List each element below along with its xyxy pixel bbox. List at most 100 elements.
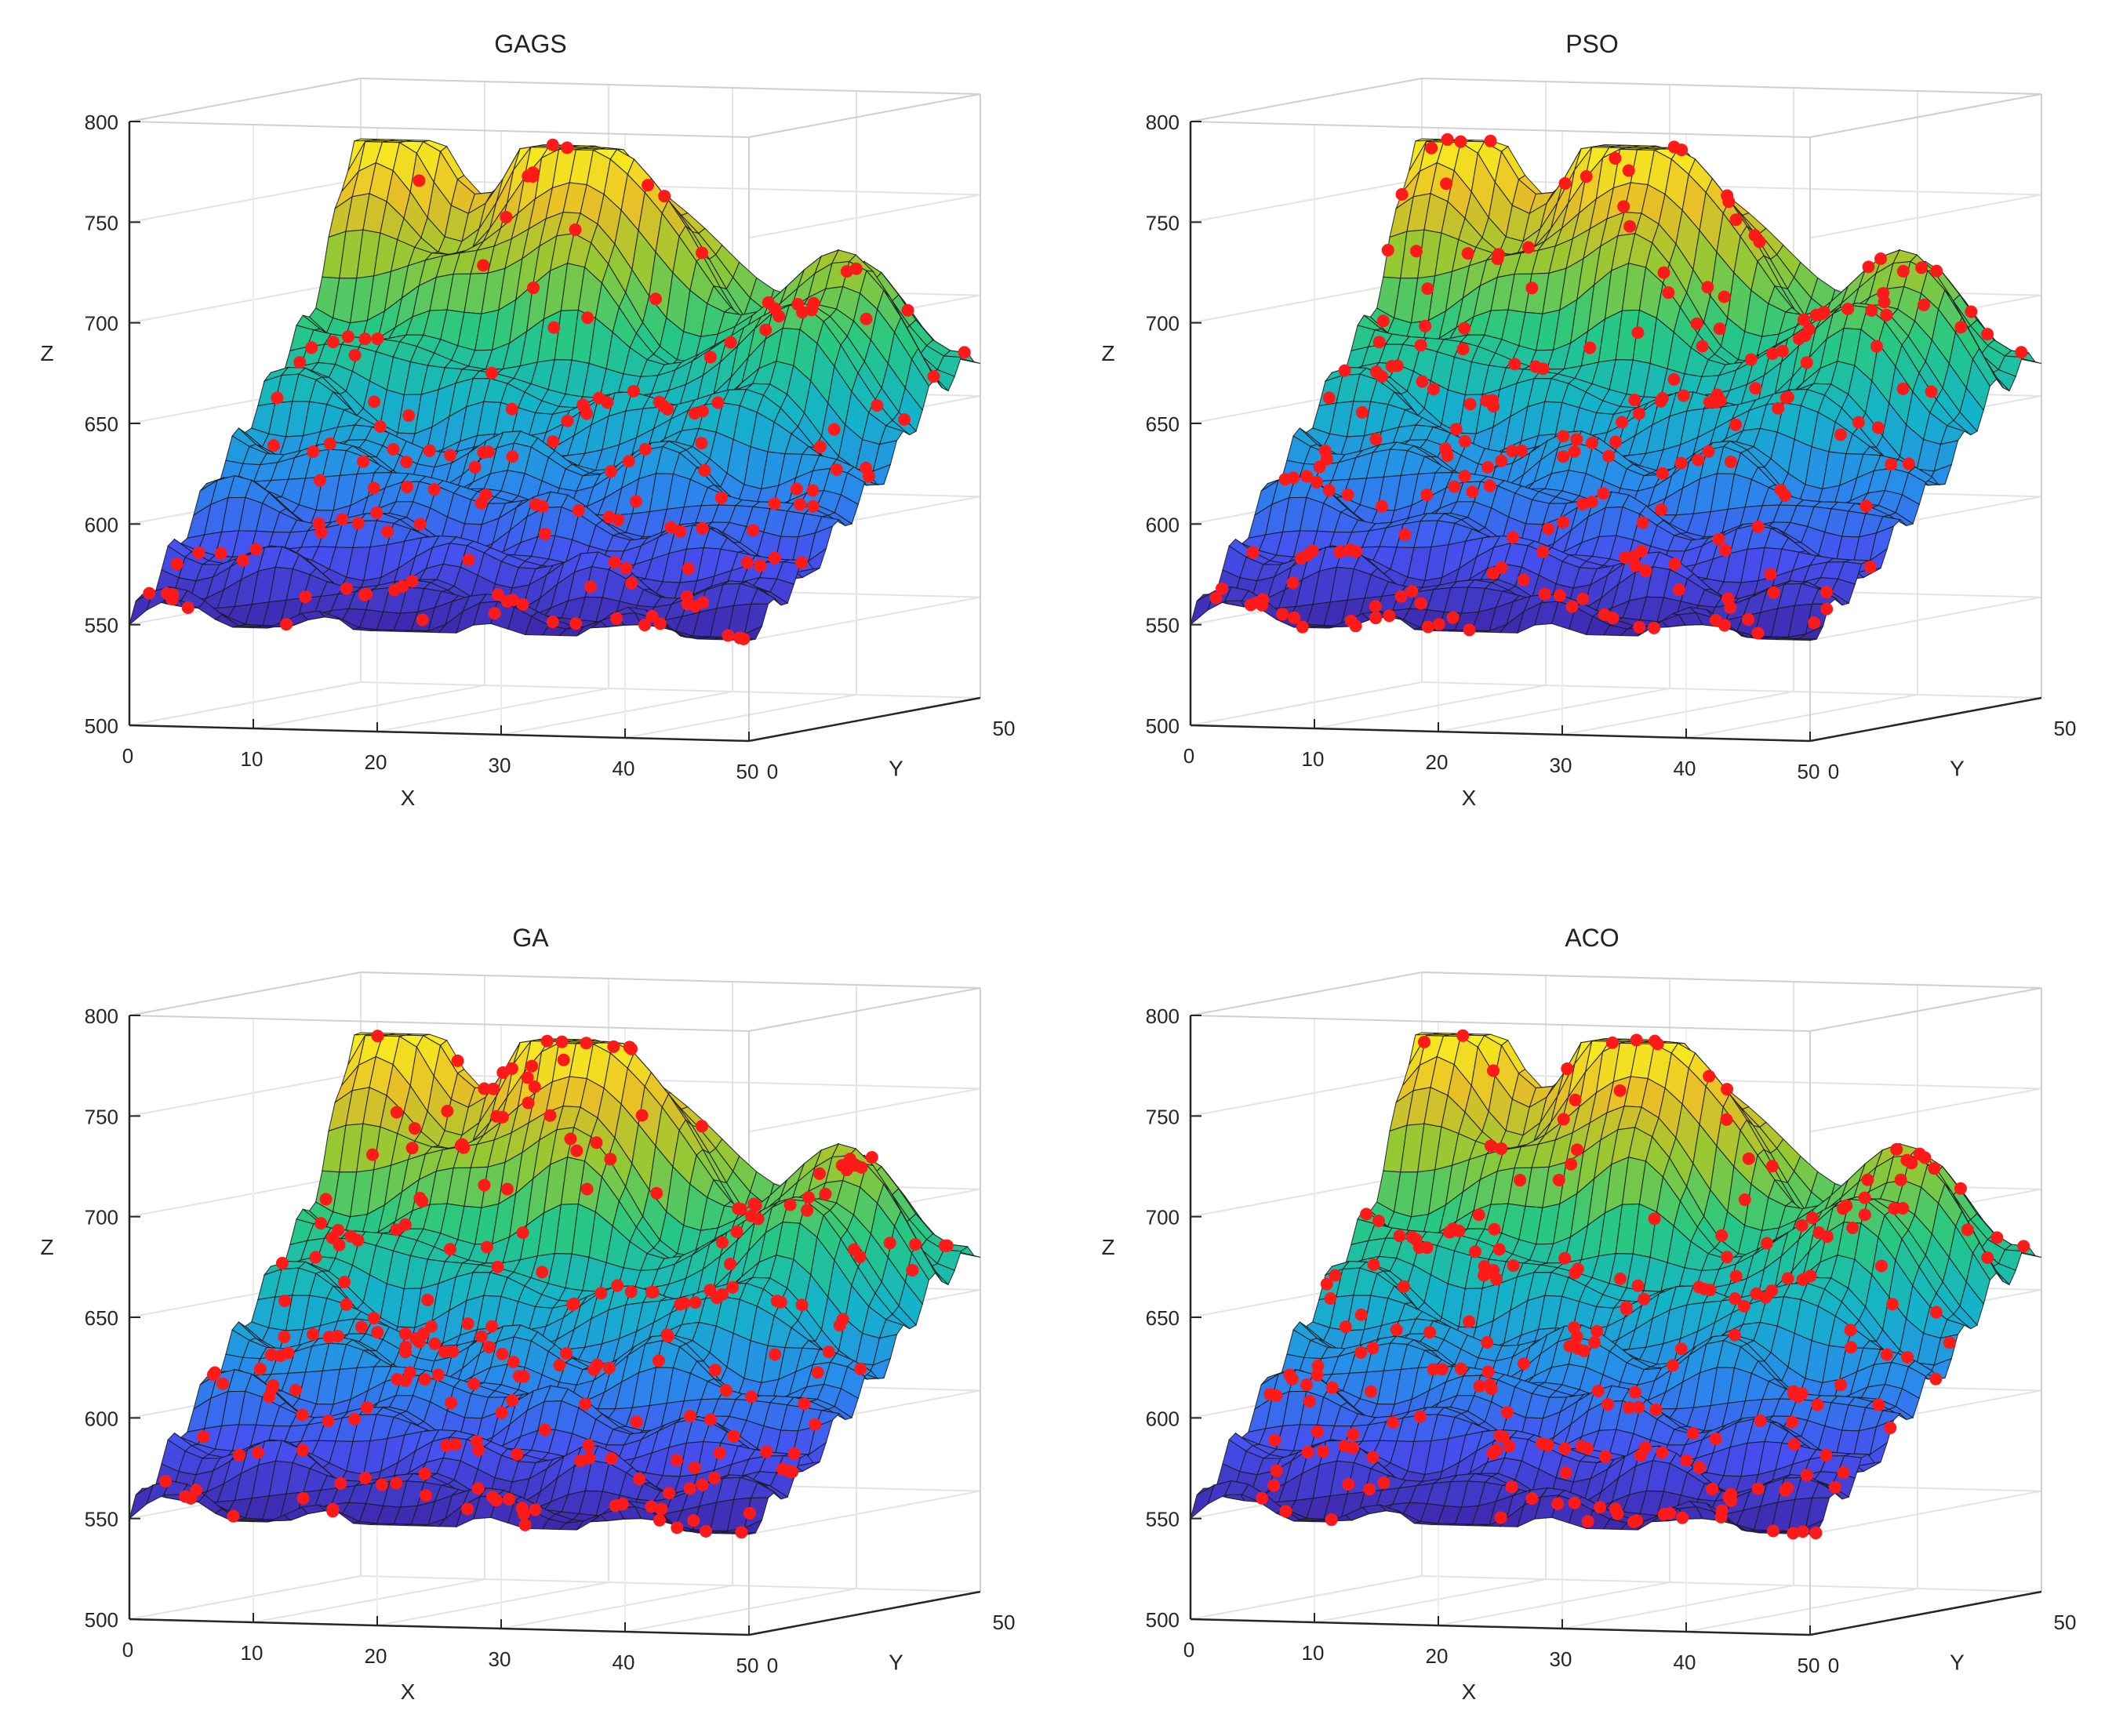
- sample-point: [496, 1347, 509, 1360]
- sample-point: [1718, 290, 1731, 303]
- sample-point: [629, 495, 642, 508]
- grid-line: [253, 1578, 485, 1623]
- sample-point: [525, 1059, 539, 1073]
- sample-point: [271, 391, 284, 405]
- sample-point: [724, 336, 737, 349]
- sample-point: [1647, 621, 1660, 634]
- sample-point: [1667, 372, 1681, 386]
- sample-point: [1696, 340, 1709, 353]
- sample-point: [1930, 264, 1943, 278]
- sample-point: [181, 601, 194, 614]
- sample-point: [1817, 306, 1830, 319]
- sample-point: [660, 1328, 674, 1342]
- sample-point: [608, 555, 621, 568]
- sample-point: [1414, 339, 1427, 352]
- sample-point: [1557, 516, 1570, 529]
- sample-point: [491, 588, 504, 601]
- grid-line: [1561, 691, 1794, 735]
- sample-point: [1343, 543, 1356, 557]
- sample-point: [461, 1502, 474, 1516]
- sample-point: [296, 1491, 310, 1505]
- grid-line: [1809, 194, 2042, 239]
- z-axis-label: Z: [1101, 341, 1114, 365]
- x-axis-label: X: [401, 1680, 416, 1704]
- y-tick-label: 0: [767, 760, 778, 783]
- sample-point: [1751, 520, 1765, 533]
- sample-point: [1896, 382, 1910, 395]
- sample-point: [319, 1193, 333, 1206]
- sample-point: [1369, 600, 1382, 613]
- sample-point: [1655, 503, 1668, 516]
- surface: [129, 1032, 981, 1535]
- x-axis-line: [129, 724, 750, 743]
- sample-point: [1394, 590, 1408, 603]
- sample-point: [1276, 608, 1289, 621]
- sample-point: [1372, 336, 1386, 349]
- sample-point: [416, 1194, 429, 1208]
- sample-point: [546, 616, 559, 629]
- sample-point: [849, 262, 863, 275]
- sample-point: [478, 1179, 491, 1192]
- grid-line: [1809, 1088, 2042, 1133]
- sample-point: [1772, 401, 1785, 415]
- sample-point: [633, 1473, 646, 1486]
- sample-point: [1439, 442, 1452, 456]
- box-edge: [129, 972, 362, 1016]
- sample-point: [610, 612, 623, 625]
- sample-point: [405, 575, 419, 588]
- sample-point: [727, 1429, 740, 1443]
- sample-point: [375, 1478, 388, 1491]
- sample-point: [1634, 544, 1648, 557]
- sample-point: [400, 456, 413, 469]
- sample-point: [467, 1377, 481, 1390]
- grid-line: [624, 694, 857, 739]
- sample-point: [507, 1355, 520, 1368]
- sample-point: [354, 1320, 368, 1334]
- sample-point: [871, 399, 884, 412]
- x-tick-label: 40: [1674, 757, 1696, 780]
- sample-point: [428, 1337, 442, 1350]
- sample-point: [1216, 582, 1229, 595]
- sample-point: [1657, 266, 1670, 279]
- sample-point: [1463, 398, 1477, 411]
- sample-point: [326, 336, 340, 349]
- sample-point: [732, 1202, 745, 1215]
- sample-point: [1395, 187, 1409, 201]
- sample-point: [479, 488, 493, 502]
- sample-point: [794, 498, 807, 511]
- sample-point: [811, 1366, 824, 1379]
- sample-point: [323, 437, 336, 450]
- sample-point: [1798, 313, 1811, 326]
- sample-point: [538, 527, 551, 540]
- sample-point: [1432, 618, 1445, 631]
- sample-point: [688, 1462, 701, 1475]
- sample-point: [338, 1276, 351, 1289]
- sample-point: [413, 174, 426, 187]
- sample-point: [485, 1491, 499, 1504]
- sample-point: [1440, 177, 1453, 191]
- sample-point: [451, 1054, 464, 1067]
- sample-point: [516, 597, 529, 611]
- sample-point: [1287, 471, 1300, 485]
- sample-point: [1558, 176, 1572, 190]
- box-edge: [1190, 121, 1811, 138]
- sample-point: [698, 463, 711, 477]
- sample-point: [1580, 170, 1593, 183]
- z-tick-label: 750: [85, 1105, 118, 1128]
- chart-title: GAGS: [494, 30, 567, 58]
- y-tick-label: 50: [993, 1611, 1016, 1634]
- sample-point: [737, 632, 751, 645]
- grid-line: [1438, 688, 1670, 732]
- x-tick-label: 10: [241, 1641, 264, 1665]
- sample-points: [143, 138, 971, 645]
- sample-point: [819, 1187, 832, 1200]
- sample-point: [358, 1471, 372, 1484]
- sample-point: [940, 1239, 954, 1252]
- sample-point: [486, 1082, 500, 1095]
- sample-point: [795, 1298, 809, 1312]
- z-tick-label: 750: [85, 211, 118, 234]
- sample-point: [278, 1331, 291, 1344]
